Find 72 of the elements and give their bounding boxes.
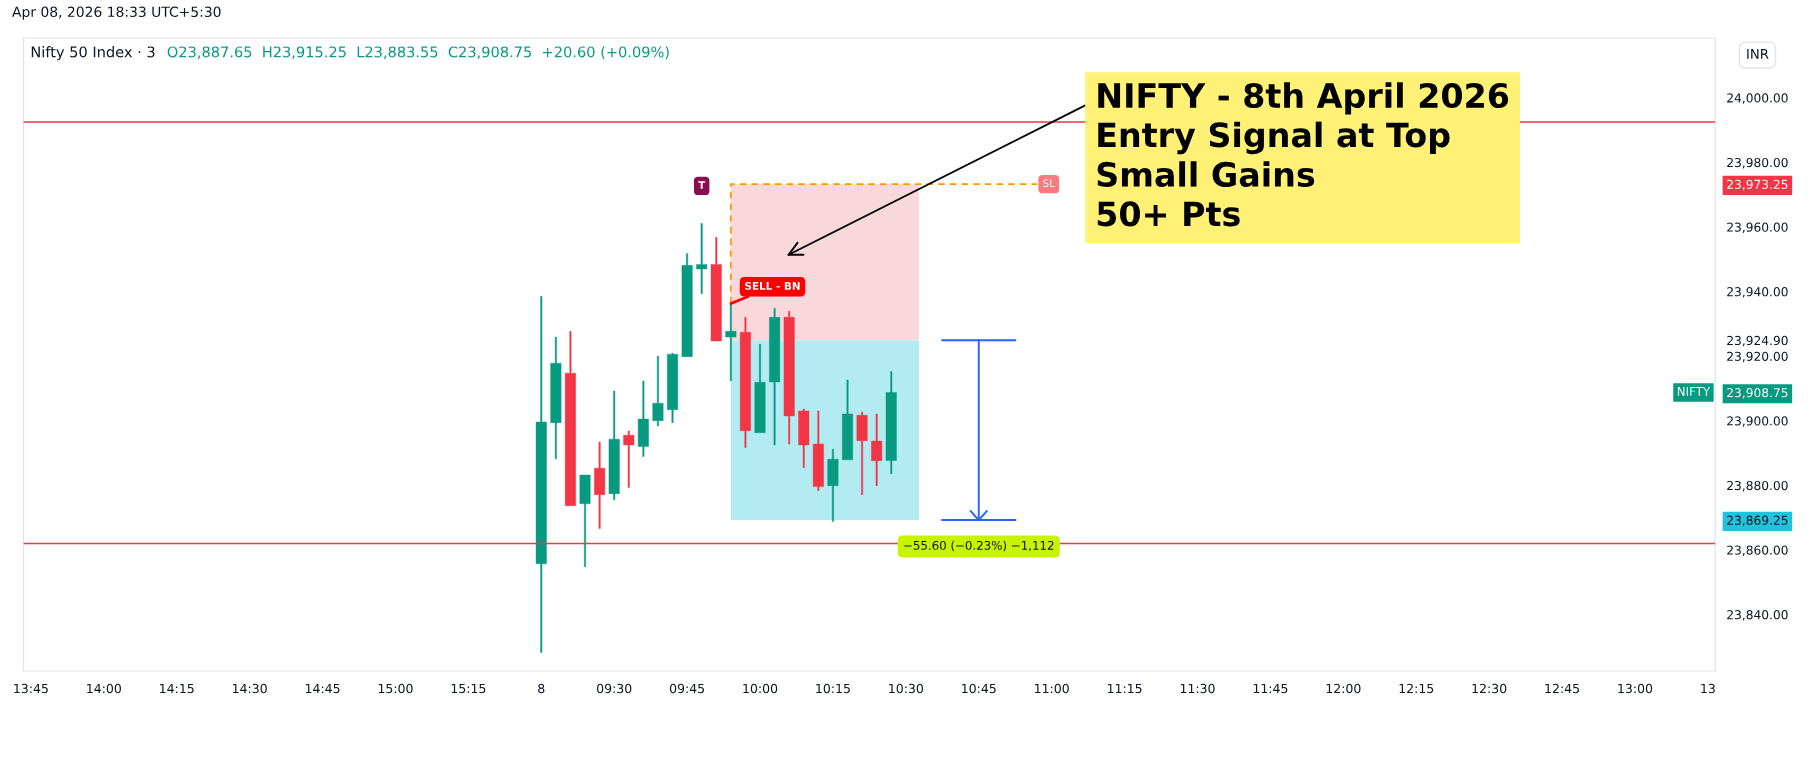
x-tick-label: 10:00 [743, 683, 778, 694]
candlestick [637, 380, 649, 457]
annotation: −55.60 (−0.23%) −1,112 [904, 540, 1054, 552]
x-tick-label: 8 [538, 683, 545, 694]
candlestick [827, 448, 839, 522]
text: O23,887.65 H23,915.25 L23,883.55 C23,908.75 +20.60 (+0.09%) [167, 46, 669, 60]
y-axis-title: INR [1747, 49, 1769, 59]
x-tick-label: 10:15 [816, 683, 850, 694]
candlestick [725, 303, 737, 381]
candlestick [623, 430, 635, 488]
annotation: SELL - BN [745, 281, 800, 290]
x-tick-label: 14:15 [160, 683, 194, 694]
x-tick-label: 14:30 [232, 683, 267, 694]
text: Nifty 50 Index · 3 [31, 46, 155, 61]
x-tick-label: 09:30 [597, 683, 632, 694]
y-tick-label: 23,973.25 [1727, 179, 1788, 191]
candlestick [710, 237, 722, 342]
x-tick-label: 13 [1701, 683, 1715, 694]
annotation: NIFTY - 8th April 2026 Entry Signal at Top Small Gains 50+ Pts [1097, 82, 1509, 227]
candlestick [754, 343, 766, 433]
x-tick-label: 11:45 [1253, 683, 1288, 694]
candlestick [871, 413, 883, 486]
y-tick-label: 23,880.00 [1727, 480, 1788, 492]
x-tick-label: 09:45 [669, 683, 705, 694]
candlestick [856, 411, 868, 495]
candlestick [564, 331, 576, 506]
y-tick-label: 23,908.75 [1727, 388, 1788, 399]
candlestick [798, 408, 810, 468]
x-tick-label: 13:45 [14, 683, 48, 694]
x-tick-label: 12:30 [1472, 683, 1507, 694]
y-tick-label: 23,940.00 [1727, 287, 1788, 298]
x-tick-label: 11:15 [1107, 683, 1142, 694]
y-tick-label: 23,860.00 [1727, 545, 1788, 556]
candlestick [842, 379, 853, 461]
y-tick-label: 23,900.00 [1727, 416, 1788, 427]
y-tick-label: 23,980.00 [1727, 157, 1788, 169]
y-tick-label: 23,840.00 [1727, 610, 1788, 621]
candlestick [594, 441, 606, 529]
candlestick [885, 371, 897, 475]
annotation: SL [1043, 179, 1055, 188]
x-tick-label: 12:45 [1545, 683, 1579, 694]
candlestick [783, 311, 795, 445]
candlestick [652, 355, 664, 427]
x-tick-label: 14:00 [87, 683, 121, 694]
y-tick-label: 24,000.00 [1727, 93, 1788, 104]
candlestick [550, 336, 562, 460]
x-tick-label: 11:30 [1180, 683, 1215, 694]
annotation: T [698, 181, 706, 189]
x-tick-label: 13:00 [1618, 683, 1653, 694]
x-tick-label: 10:30 [889, 683, 924, 694]
x-tick-label: 15:15 [451, 683, 486, 694]
x-tick-label: 10:45 [962, 683, 996, 694]
x-tick-label: 12:00 [1326, 683, 1361, 694]
candlestick [681, 253, 693, 357]
x-tick-label: 12:15 [1399, 683, 1434, 694]
candlestick [608, 390, 620, 501]
x-tick-label: 15:00 [378, 683, 413, 694]
candlestick [667, 353, 678, 423]
candlestick [812, 410, 824, 492]
candlestick [535, 296, 547, 653]
x-tick-label: 11:00 [1035, 683, 1069, 694]
y-tick-label: 23,924.90 [1727, 335, 1788, 347]
y-tick-label: 23,920.00 [1727, 351, 1788, 363]
text: Apr 08, 2026 18:33 UTC+5:30 [12, 6, 221, 20]
candlestick [769, 308, 781, 446]
candlestick [579, 474, 591, 567]
annotation: NIFTY [1677, 387, 1711, 396]
candlestick [696, 223, 708, 294]
candlestick [739, 317, 751, 448]
y-tick-label: 23,960.00 [1727, 222, 1788, 233]
x-tick-label: 14:45 [305, 683, 340, 694]
y-tick-label: 23,869.25 [1727, 515, 1788, 527]
